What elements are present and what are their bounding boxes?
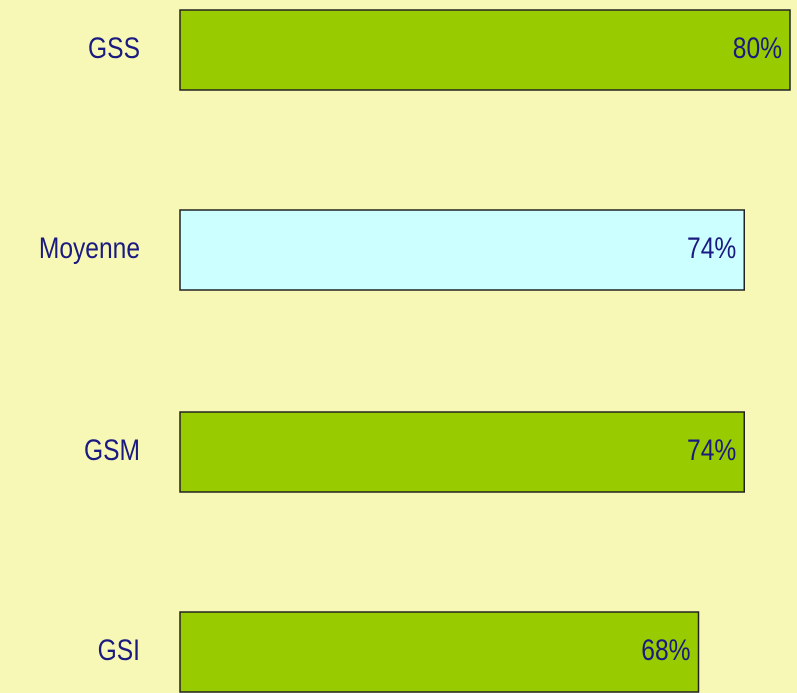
category-label: GSS	[88, 31, 140, 65]
bar	[179, 209, 745, 291]
value-label: 74%	[687, 231, 736, 265]
category-label: Moyenne	[39, 231, 140, 265]
value-label: 74%	[687, 433, 736, 467]
category-label: GSM	[84, 433, 140, 467]
value-label: 80%	[733, 31, 782, 65]
bar	[179, 9, 791, 91]
bar	[179, 611, 700, 693]
value-label: 68%	[641, 633, 690, 667]
category-label: GSI	[98, 633, 140, 667]
bar	[179, 411, 745, 493]
